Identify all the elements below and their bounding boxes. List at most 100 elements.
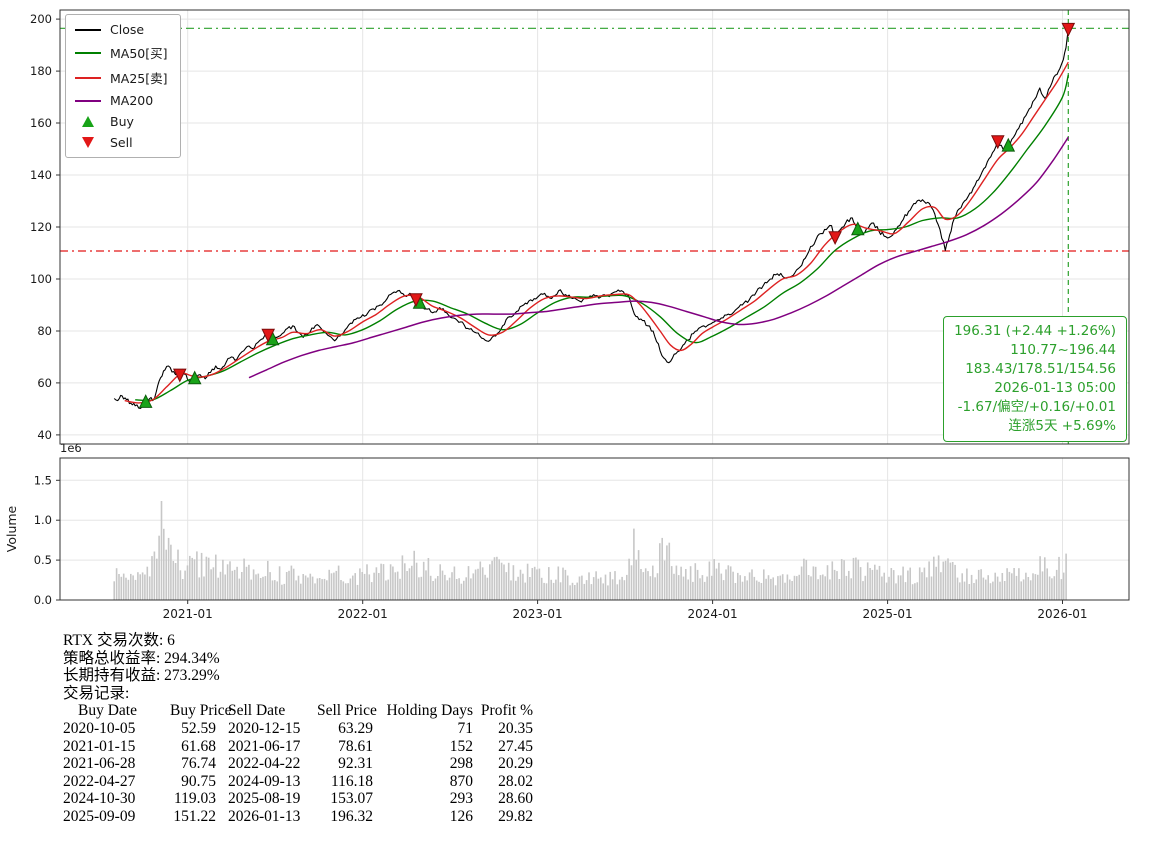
buy-marker-icon xyxy=(138,394,153,408)
trade-table-cell: 2021-06-17 xyxy=(228,737,301,755)
trade-table-header: Sell Date xyxy=(228,702,286,720)
trade-table-cell: 298 xyxy=(449,755,473,773)
summary-trades-count: RTX 交易次数: 6 xyxy=(63,632,175,649)
summary-total-return: 策略总收益率: 294.34% xyxy=(63,649,220,667)
annotation-line: 2026-01-13 05:00 xyxy=(994,380,1116,396)
date-tick-label: 2021-01 xyxy=(163,607,213,621)
trade-table-cell: 2021-06-28 xyxy=(63,755,136,773)
trade-table-cell: 2025-08-19 xyxy=(228,790,301,808)
price-tick-label: 200 xyxy=(30,12,52,26)
volume-tick-label: 0.0 xyxy=(34,593,52,607)
sell-marker-icon xyxy=(261,328,276,343)
stock-chart-panel: 40 60 80 100 120 140 160 180 200 0.0 0.5 1.0 1.5 2021… xyxy=(4,9,1130,621)
legend-item-close: Close xyxy=(75,22,168,37)
trade-table-cell: 2024-09-13 xyxy=(228,772,301,790)
trade-table-cell: 28.60 xyxy=(498,790,533,808)
trade-table: Buy Date Buy Price Sell Date Sell Price Hold… xyxy=(63,702,533,825)
trade-table-cell: 2022-04-27 xyxy=(63,772,136,790)
trade-table-cell: 2020-12-15 xyxy=(228,719,301,737)
trade-table-cell: 119.03 xyxy=(173,790,216,808)
trade-table-cell: 76.74 xyxy=(181,755,216,773)
volume-tick-label: 1.5 xyxy=(34,473,52,487)
price-tick-label: 180 xyxy=(30,64,52,78)
date-tick-label: 2026-01 xyxy=(1037,607,1087,621)
annotation-line: 183.43/178.51/154.56 xyxy=(965,361,1116,377)
trade-table-cell: 90.75 xyxy=(181,772,216,790)
summary-records-label: 交易记录: xyxy=(63,684,130,702)
sell-marker-icon xyxy=(990,135,1005,150)
annotation-line: 110.77~196.44 xyxy=(1010,342,1116,358)
trade-table-header: Buy Date xyxy=(78,702,137,720)
legend-item-sell: Sell xyxy=(75,135,168,150)
series-ma25 xyxy=(124,61,1069,404)
legend-label: MA200 xyxy=(110,93,154,108)
close-line-swatch-icon xyxy=(75,28,101,31)
ma200-line-swatch-icon xyxy=(75,99,101,102)
volume-offset-label: 1e6 xyxy=(60,441,82,455)
chart-legend: Close MA50[买] MA25[卖] MA200 Buy Sell xyxy=(65,14,181,158)
sell-marker-icon xyxy=(172,368,187,383)
trade-table-cell: 2022-04-22 xyxy=(228,755,301,773)
date-tick-label: 2025-01 xyxy=(863,607,913,621)
volume-tick-label: 1.0 xyxy=(34,513,52,527)
trade-table-cell: 153.07 xyxy=(330,790,373,808)
trade-table-cell: 61.68 xyxy=(181,737,216,755)
trade-table-cell: 20.35 xyxy=(498,719,533,737)
annotation-line: -1.67/偏空/+0.16/+0.01 xyxy=(957,399,1116,415)
trade-table-cell: 870 xyxy=(449,772,473,790)
sell-marker-icon xyxy=(1061,22,1076,37)
trade-table-header: Buy Price xyxy=(170,702,232,720)
trade-table-header: Profit % xyxy=(480,702,533,720)
legend-label: MA50[买] xyxy=(110,46,168,61)
buy-triangle-icon xyxy=(82,116,94,127)
price-tick-label: 100 xyxy=(30,272,52,286)
ma50-line-swatch-icon xyxy=(75,51,101,54)
sell-marker-icon xyxy=(409,293,423,308)
trade-table-cell: 151.22 xyxy=(173,807,216,825)
volume-panel-border xyxy=(59,457,1130,601)
sell-triangle-icon xyxy=(82,137,94,148)
trade-table-cell: 52.59 xyxy=(181,719,216,737)
trade-table-cell: 2026-01-13 xyxy=(228,807,301,825)
trade-table-cell: 27.45 xyxy=(498,737,533,755)
volume-axis-title: Volume xyxy=(4,505,19,552)
volume-bars xyxy=(113,501,1067,600)
price-tick-label: 60 xyxy=(37,376,52,390)
quote-annotation-box: 196.31 (+2.44 +1.26%) 110.77~196.44 183.43… xyxy=(943,316,1127,442)
trade-table-cell: 2025-09-09 xyxy=(63,807,136,825)
trade-table-cell: 78.61 xyxy=(338,737,373,755)
axis-labels: 40 60 80 100 120 140 160 180 200 0.0 0.5 1.0 1.5 2021… xyxy=(30,12,1088,621)
legend-label: Sell xyxy=(110,135,133,150)
date-tick-label: 2022-01 xyxy=(338,607,388,621)
trade-table-cell: 116.18 xyxy=(330,772,373,790)
legend-label: Buy xyxy=(110,114,134,129)
buy-marker-icon xyxy=(1001,137,1016,152)
price-tick-label: 120 xyxy=(30,220,52,234)
trade-table-cell: 29.82 xyxy=(498,807,533,825)
strategy-summary: RTX 交易次数: 6 策略总收益率: 294.34% 长期持有收益: 273.… xyxy=(63,632,533,826)
trade-table-header: Sell Price xyxy=(317,702,377,720)
legend-label: MA25[卖] xyxy=(110,71,168,86)
buy-marker-icon xyxy=(850,221,865,236)
volume-tick-label: 0.5 xyxy=(34,553,52,567)
legend-item-ma200: MA200 xyxy=(75,93,168,108)
series-ma200 xyxy=(248,136,1069,379)
date-tick-label: 2023-01 xyxy=(513,607,563,621)
series-ma50 xyxy=(135,74,1069,402)
trade-table-cell: 126 xyxy=(449,807,473,825)
trade-table-cell: 196.32 xyxy=(330,807,373,825)
trade-table-cell: 2024-10-30 xyxy=(63,790,136,808)
trade-table-cell: 152 xyxy=(449,737,473,755)
sell-marker-icon xyxy=(828,231,842,246)
legend-label: Close xyxy=(110,22,145,37)
ma25-line-swatch-icon xyxy=(75,76,101,79)
trade-table-header: Holding Days xyxy=(386,702,473,720)
legend-item-ma50: MA50[买] xyxy=(75,43,168,62)
price-tick-label: 40 xyxy=(37,428,52,442)
trade-table-cell: 20.29 xyxy=(498,755,533,773)
trade-markers xyxy=(138,22,1076,408)
legend-item-ma25: MA25[卖] xyxy=(75,68,168,87)
series-close xyxy=(113,28,1069,409)
legend-item-buy: Buy xyxy=(75,114,168,129)
